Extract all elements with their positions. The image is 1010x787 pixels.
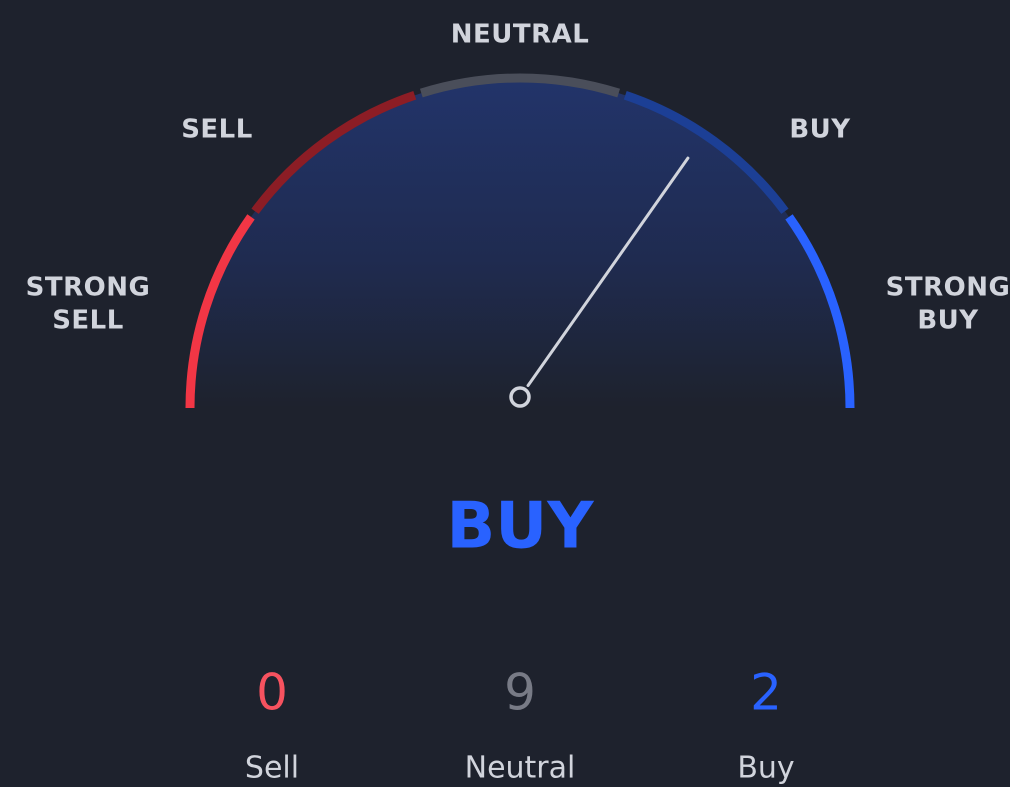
gauge-segment (785, 214, 855, 409)
count-value: 9 (504, 664, 536, 722)
gauge-content: STRONGSELLSELLNEUTRALBUYSTRONGBUYBUY0Sel… (26, 20, 1010, 786)
gauge-segment (623, 90, 789, 214)
gauge-face (190, 78, 850, 408)
gauge-label: STRONG (886, 273, 1010, 303)
gauge-label: SELL (181, 115, 253, 145)
gauge-label: BUY (789, 115, 851, 145)
gauge-segment (419, 73, 621, 98)
result: BUY (446, 490, 594, 564)
count-label: Neutral (465, 751, 576, 786)
count-label: Buy (737, 751, 794, 786)
count-value: 2 (750, 664, 782, 722)
gauge-label: STRONG (26, 273, 151, 303)
gauge-label: SELL (52, 306, 124, 336)
count-label: Sell (245, 751, 299, 786)
gauge-label: NEUTRAL (451, 20, 590, 50)
gauge-segment (251, 90, 417, 214)
gauge-label: BUY (917, 306, 979, 336)
count-value: 0 (256, 664, 288, 722)
needle-pivot (509, 386, 531, 408)
gauge-segment (185, 214, 255, 409)
needle (526, 156, 690, 388)
